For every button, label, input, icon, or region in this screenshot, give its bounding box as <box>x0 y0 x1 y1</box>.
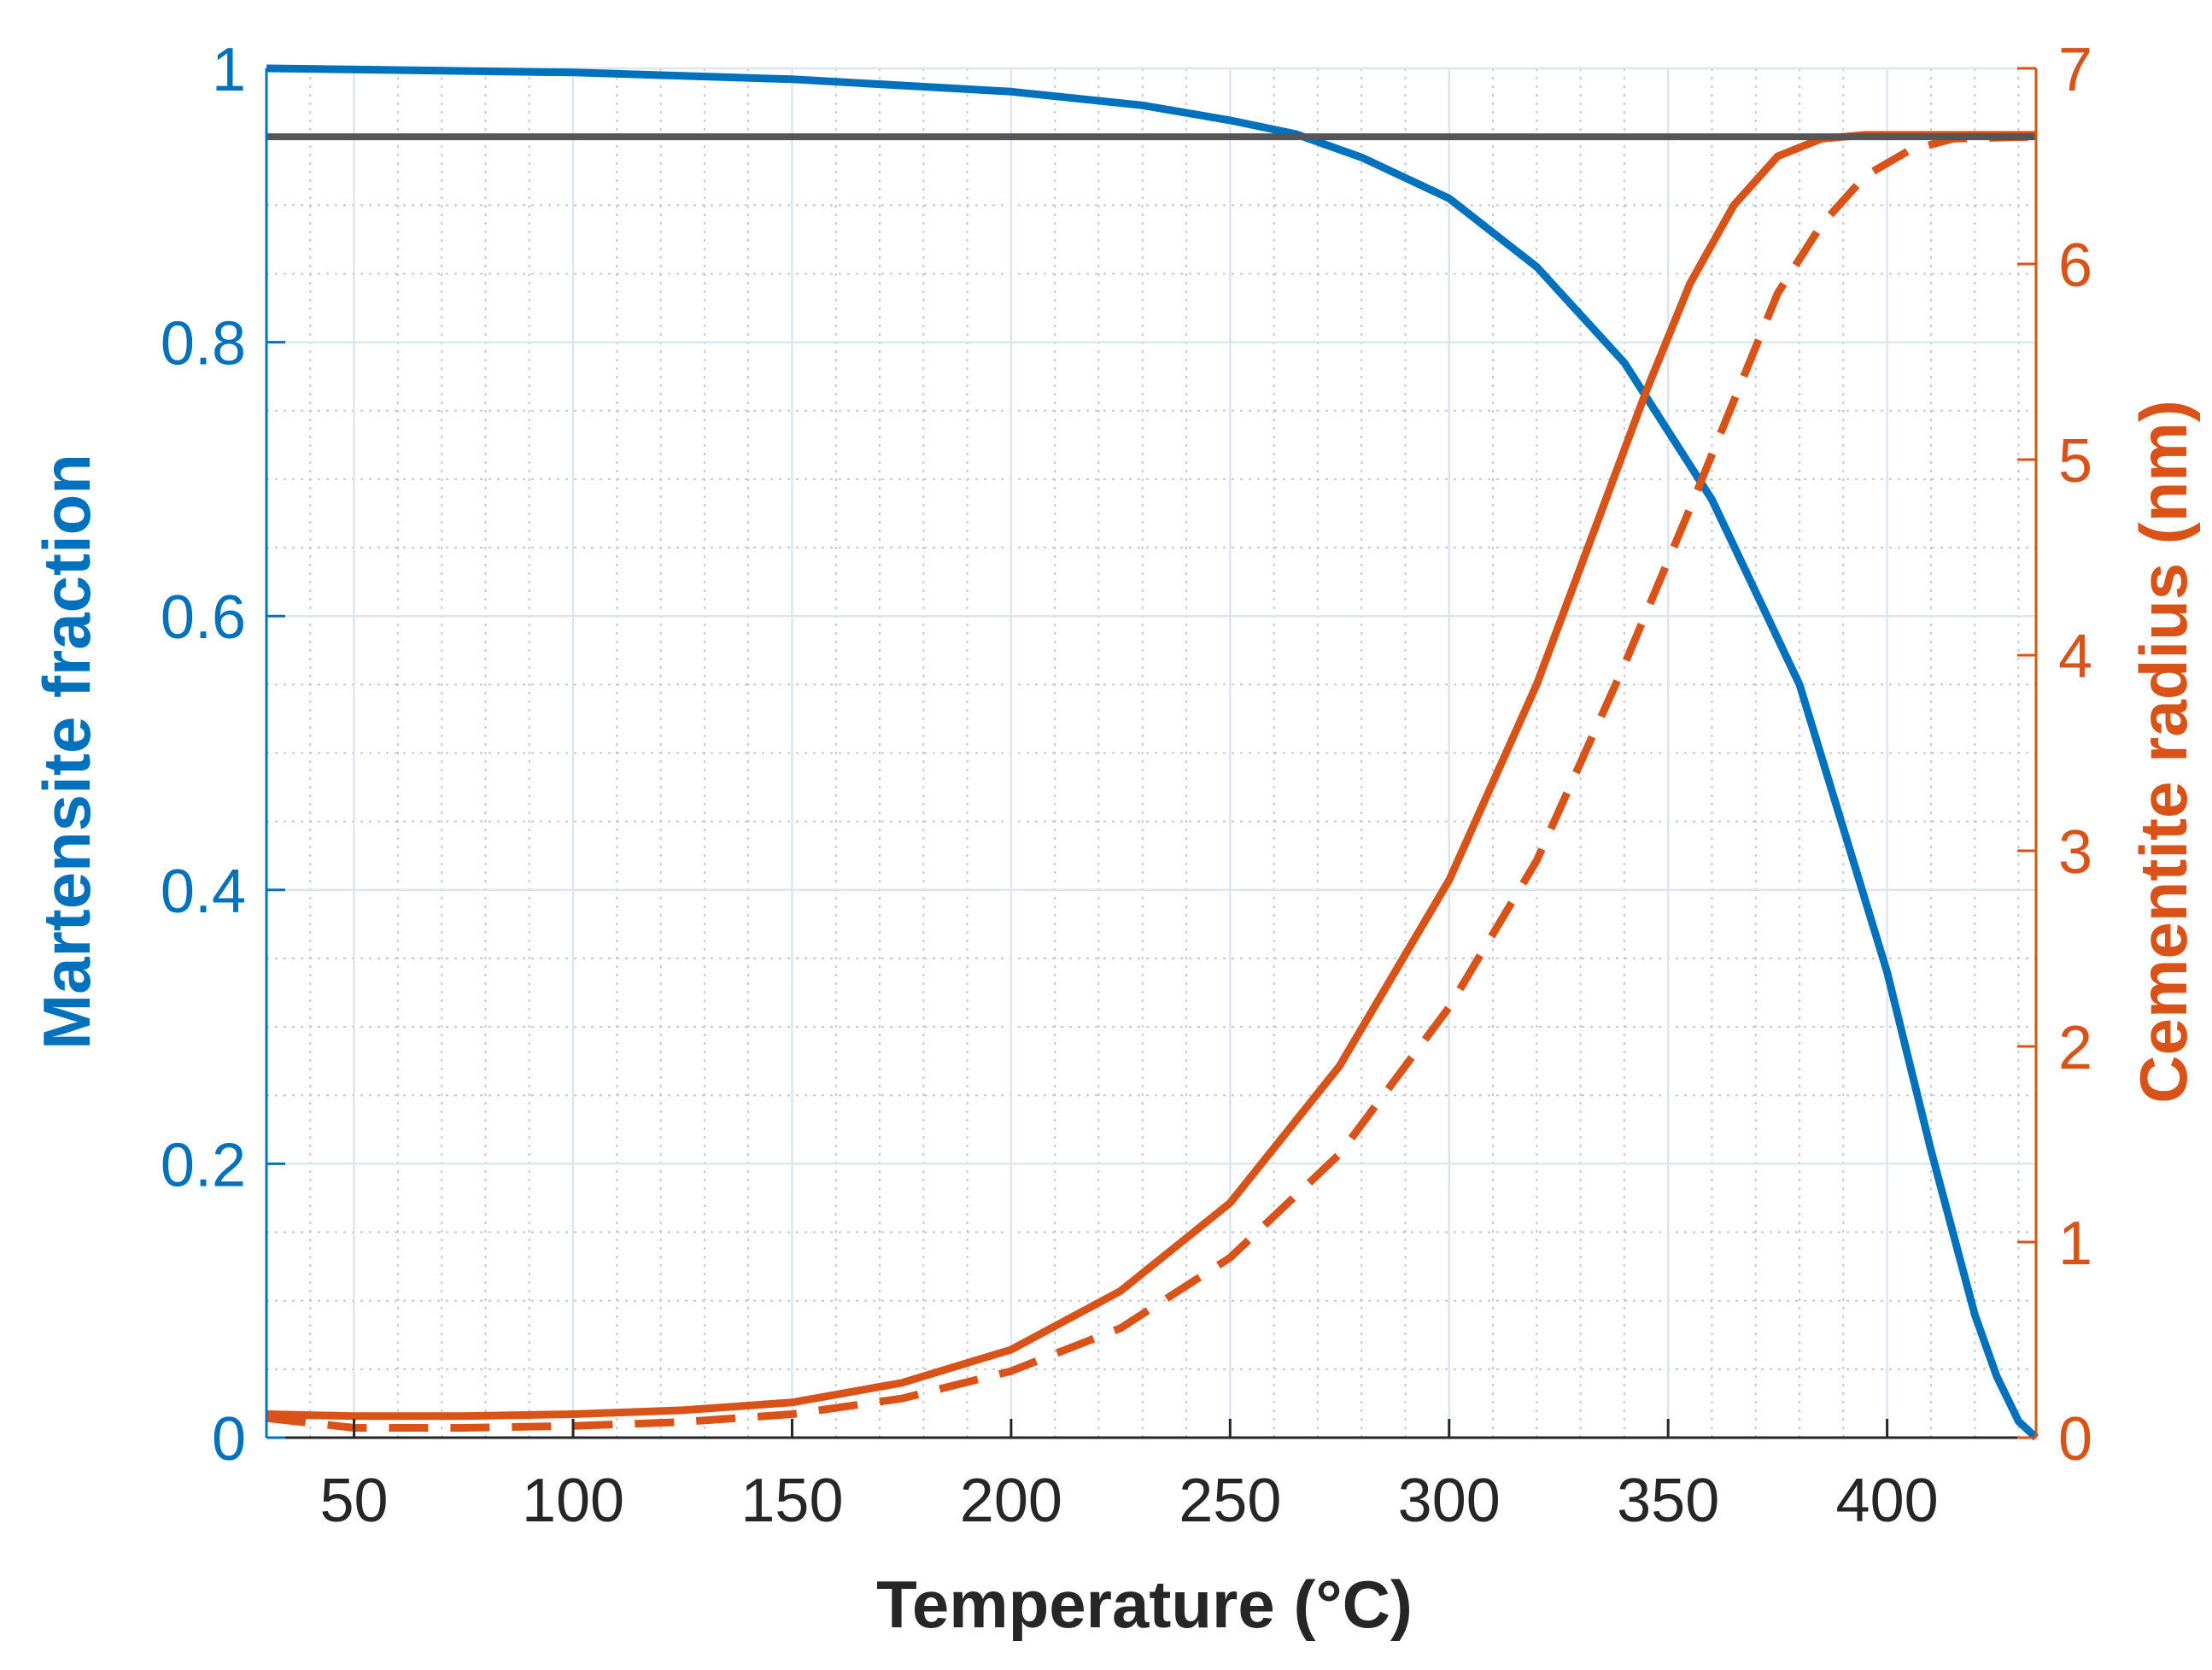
right-tick-label: 2 <box>2058 1014 2092 1082</box>
x-tick-label: 150 <box>740 1467 843 1535</box>
x-tick-label: 400 <box>1836 1467 1939 1535</box>
left-tick-label: 0.8 <box>161 310 246 378</box>
labels-layer: Temperature (°C) Martensite fraction Cem… <box>29 400 2201 1642</box>
right-tick-label: 6 <box>2058 231 2092 300</box>
right-tick-label: 1 <box>2058 1210 2092 1278</box>
x-axis-title: Temperature (°C) <box>876 1567 1413 1642</box>
right-tick-label: 5 <box>2058 427 2092 495</box>
series-layer <box>266 64 2039 1441</box>
right-tick-label: 3 <box>2058 818 2092 887</box>
major-grid <box>266 67 2036 1439</box>
left-tick-label: 1 <box>212 36 246 104</box>
x-tick-label: 300 <box>1398 1467 1501 1535</box>
x-tick-label: 200 <box>960 1467 1062 1535</box>
left-tick-label: 0.2 <box>161 1131 246 1199</box>
right-tick-label: 4 <box>2058 623 2092 691</box>
cementite-radius-solid-line <box>266 131 2036 1421</box>
right-tick-label: 7 <box>2058 36 2092 104</box>
left-axis-title: Martensite fraction <box>29 454 104 1050</box>
right-axis-title: Cementite radius (nm) <box>2126 400 2201 1103</box>
minor-grid <box>266 68 2036 1438</box>
left-tick-label: 0.6 <box>161 583 246 652</box>
x-tick-label: 250 <box>1179 1467 1281 1535</box>
x-tick-label: 350 <box>1617 1467 1719 1535</box>
martensite-fraction-line <box>266 64 2039 1441</box>
x-tick-label: 50 <box>320 1467 389 1535</box>
left-tick-label: 0.4 <box>161 858 246 926</box>
axes-layer: 50 100 150 200 250 300 350 400 0 0.2 0.4 0.6 0.8 1 0 1 2… <box>161 36 2092 1535</box>
cementite-radius-dashed-line <box>266 132 2037 1432</box>
left-tick-label: 0 <box>212 1405 246 1474</box>
right-tick-label: 0 <box>2058 1405 2092 1474</box>
x-tick-label: 100 <box>522 1467 624 1535</box>
